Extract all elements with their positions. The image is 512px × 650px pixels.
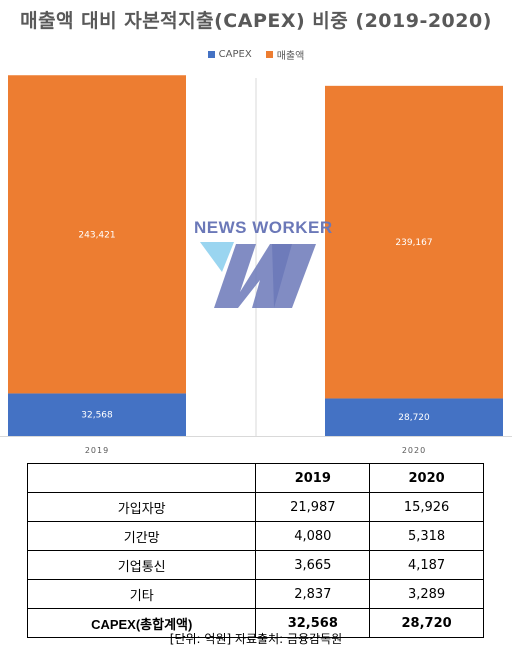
chart-area: 매출액 대비 자본적지출(CAPEX) 비중 (2019-2020) CAPEX…: [0, 10, 512, 455]
table-header-row: 2019 2020: [26, 463, 484, 493]
table-cell: 32,568: [255, 608, 371, 638]
table-cell: 3,665: [255, 550, 371, 580]
x-tick-label-2020: 2020: [402, 446, 426, 455]
legend-label-capex: CAPEX: [218, 49, 252, 60]
chart-plot: 32,568 243,421 2019 28,720 239,167 2020: [0, 75, 512, 455]
table-cell: 5,318: [369, 521, 484, 551]
legend-swatch-revenue: [265, 51, 273, 58]
data-label-revenue-2020: 239,167: [395, 238, 432, 248]
table-header-cell: 2019: [255, 463, 371, 493]
table-cell: 3,289: [369, 579, 484, 609]
table-header-cell: [26, 463, 257, 493]
bar-capex-2019: [8, 393, 186, 436]
legend-label-revenue: 매출액: [276, 51, 305, 62]
table-total-row: CAPEX(총합계액) 32,568 28,720: [26, 608, 484, 638]
table-row: 가입자망 21,987 15,926: [26, 492, 484, 522]
chart-title: 매출액 대비 자본적지출(CAPEX) 비중 (2019-2020): [20, 10, 492, 32]
legend-item-revenue: 매출액: [265, 47, 305, 62]
table-cell: 기간망: [26, 521, 257, 551]
table-cell: 4,080: [255, 521, 371, 551]
table-cell: 2,837: [255, 579, 371, 609]
bar-revenue-2019: [8, 75, 186, 394]
table-cell: CAPEX(총합계액): [26, 608, 257, 638]
bar-capex-2020: [325, 398, 503, 436]
bar-revenue-2020: [325, 85, 503, 399]
table-cell: 21,987: [255, 492, 371, 522]
table-cell: 기업통신: [26, 550, 257, 580]
table-cell: 가입자망: [26, 492, 257, 522]
data-table: 2019 2020 가입자망 21,987 15,926 기간망 4,080 5…: [26, 463, 484, 638]
news-worker-watermark: NEWS WORKER: [194, 218, 333, 313]
x-tick-label-2019: 2019: [85, 446, 109, 455]
chart-legend: CAPEX 매출액: [0, 47, 512, 62]
source-note: [단위: 억원] 자료출처: 금융감독원: [169, 632, 343, 646]
table-cell: 기타: [26, 579, 257, 609]
legend-swatch-capex: [207, 51, 215, 58]
table-cell: 15,926: [369, 492, 484, 522]
data-label-capex-2020: 28,720: [398, 413, 430, 423]
table-cell: 4,187: [369, 550, 484, 580]
table-cell: 28,720: [369, 608, 484, 638]
table-header-cell: 2020: [369, 463, 484, 493]
table-row: 기업통신 3,665 4,187: [26, 550, 484, 580]
table-row: 기간망 4,080 5,318: [26, 521, 484, 551]
watermark-text: NEWS WORKER: [194, 218, 333, 237]
legend-item-capex: CAPEX: [207, 47, 252, 62]
watermark-logo: [200, 242, 316, 308]
data-label-capex-2019: 32,568: [81, 411, 113, 421]
table-row: 기타 2,837 3,289: [26, 579, 484, 609]
data-label-revenue-2019: 243,421: [78, 230, 115, 240]
